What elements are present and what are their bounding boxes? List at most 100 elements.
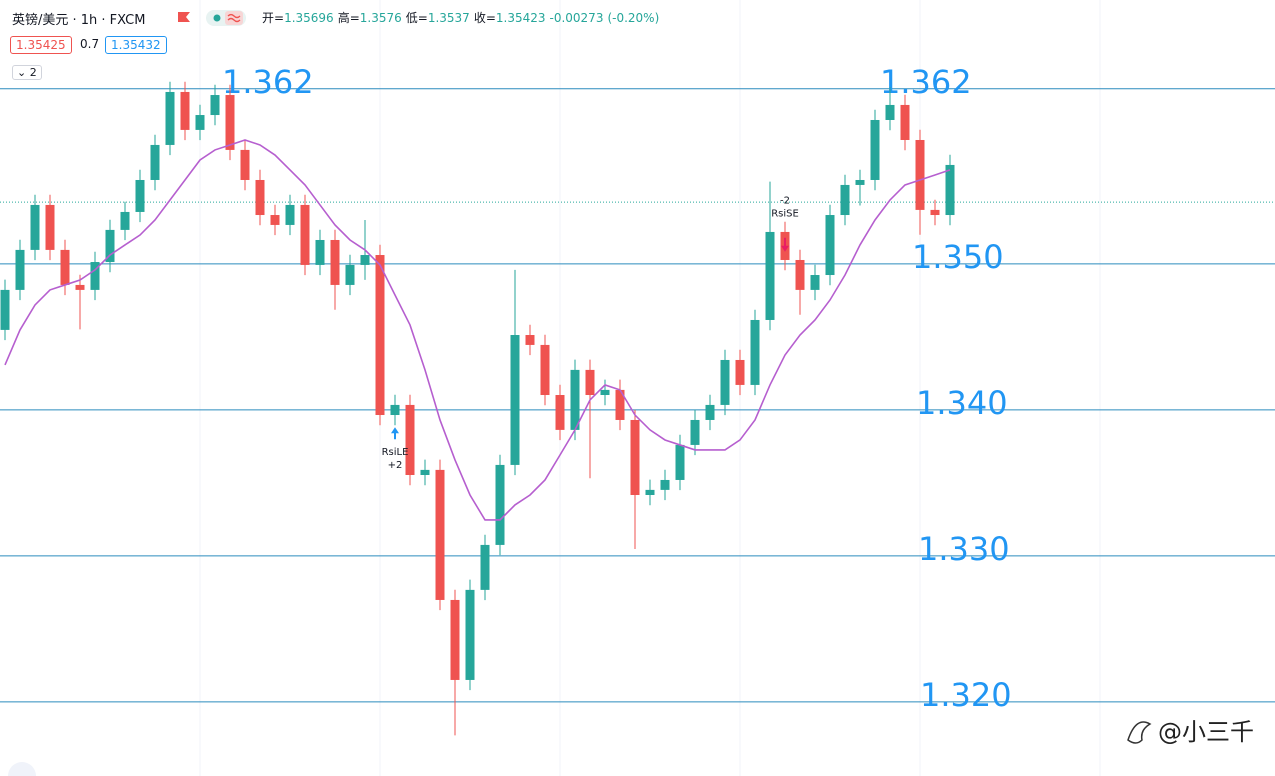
candle-body <box>675 444 685 480</box>
candle-body <box>90 262 100 290</box>
candle-body <box>810 275 820 290</box>
status-dot <box>213 14 221 22</box>
status-glyph <box>227 13 241 23</box>
candle-body <box>795 259 805 290</box>
header-icons <box>178 10 246 26</box>
ohlc-value: 1.35696 <box>284 11 334 25</box>
candle-body <box>180 91 190 130</box>
candle-body <box>690 419 700 445</box>
signal-arrow <box>391 427 399 440</box>
candle-body <box>360 255 370 265</box>
level-label: 1.330 <box>918 530 1010 568</box>
ohlc-label: 开= <box>262 11 285 25</box>
candle-body <box>750 319 760 385</box>
level-label: 1.320 <box>920 676 1012 714</box>
candle-body <box>345 264 355 285</box>
candle-body <box>465 589 475 680</box>
signal-label: RsiSE <box>771 209 799 220</box>
moving-average <box>4 139 951 521</box>
candle-body <box>720 359 730 405</box>
ohlc-value: 1.3537 <box>427 11 470 25</box>
candle-body <box>405 404 415 476</box>
candle-body <box>600 389 610 396</box>
candle-body <box>570 369 580 430</box>
corner-logo <box>8 762 36 776</box>
candle-body <box>915 139 925 210</box>
candle-body <box>165 91 175 145</box>
candle-body <box>30 204 40 250</box>
candle-body <box>375 255 385 416</box>
signal-qty: +2 <box>388 460 403 471</box>
candle-body <box>195 115 205 130</box>
candle-body <box>855 179 865 185</box>
status-badge <box>225 11 243 25</box>
candle-body <box>300 204 310 265</box>
ohlc-legend: 开=1.35696 高=1.3576 低=1.3537 收=1.35423 -0.002… <box>262 9 663 26</box>
candle-body <box>135 179 145 212</box>
level-label: 1.350 <box>912 238 1004 276</box>
candle-body <box>735 359 745 385</box>
candle-body <box>510 335 520 465</box>
candle-body <box>885 104 895 120</box>
candle-body <box>15 249 25 290</box>
candle-body <box>285 204 295 225</box>
watermark-logo <box>1127 721 1152 744</box>
level-label: 1.340 <box>916 384 1008 422</box>
signal-label: RsiLE <box>382 447 409 458</box>
ohlc-label: 高= <box>337 11 360 25</box>
candle-body <box>225 95 235 150</box>
candle-body <box>870 119 880 180</box>
candle-body <box>825 215 835 276</box>
candle-body <box>210 95 220 116</box>
candle-body <box>435 469 445 600</box>
candle-body <box>240 149 250 180</box>
symbol-title[interactable]: 英镑/美元 · 1h · FXCM <box>12 13 146 28</box>
candle-body <box>930 209 940 216</box>
candle-body <box>765 231 775 320</box>
candle-body <box>615 389 625 420</box>
spread: 0.7 <box>80 37 100 51</box>
collapse-toggle[interactable]: ⌄ 2 <box>12 65 42 80</box>
candle-body <box>480 544 490 590</box>
ohlc-value: 1.35423 <box>495 11 546 25</box>
candle-body <box>75 284 85 290</box>
candle-body <box>450 599 460 680</box>
candle-body <box>540 344 550 396</box>
candle-body <box>630 419 640 495</box>
candle-body <box>0 289 10 330</box>
candle-body <box>45 204 55 250</box>
candle-body <box>945 164 955 216</box>
change: -0.00273 <box>549 11 604 25</box>
candle-body <box>390 404 400 416</box>
candle-body <box>150 144 160 180</box>
sell-button[interactable]: 1.35425 <box>10 36 72 54</box>
candle-body <box>120 211 130 230</box>
candle-body <box>315 239 325 265</box>
ohlc-value: 1.3576 <box>359 11 402 25</box>
candle-body <box>660 479 670 490</box>
ohlc-label: 收= <box>473 11 496 25</box>
candle-body <box>705 404 715 420</box>
candle-body <box>255 179 265 216</box>
flag-icon[interactable] <box>178 12 190 22</box>
candle-body <box>270 215 280 225</box>
candle-body <box>330 239 340 285</box>
chevron: ⌄ <box>17 66 30 79</box>
candle-body <box>420 469 430 476</box>
candle-body <box>105 229 115 263</box>
buy-button[interactable]: 1.35432 <box>105 36 167 54</box>
candle-body <box>645 489 655 495</box>
level-label: 1.362 <box>880 63 972 101</box>
candle-body <box>525 335 535 345</box>
signal-qty: -2 <box>780 196 790 207</box>
candle-body <box>585 369 595 396</box>
candle-body <box>840 184 850 216</box>
signal-arrow <box>781 237 789 252</box>
level-label: 1.362 <box>222 63 314 101</box>
collapsed-count: 2 <box>29 66 37 79</box>
candle-body <box>60 249 70 285</box>
watermark: @小三千 <box>1158 718 1254 746</box>
candle-body <box>495 464 505 545</box>
